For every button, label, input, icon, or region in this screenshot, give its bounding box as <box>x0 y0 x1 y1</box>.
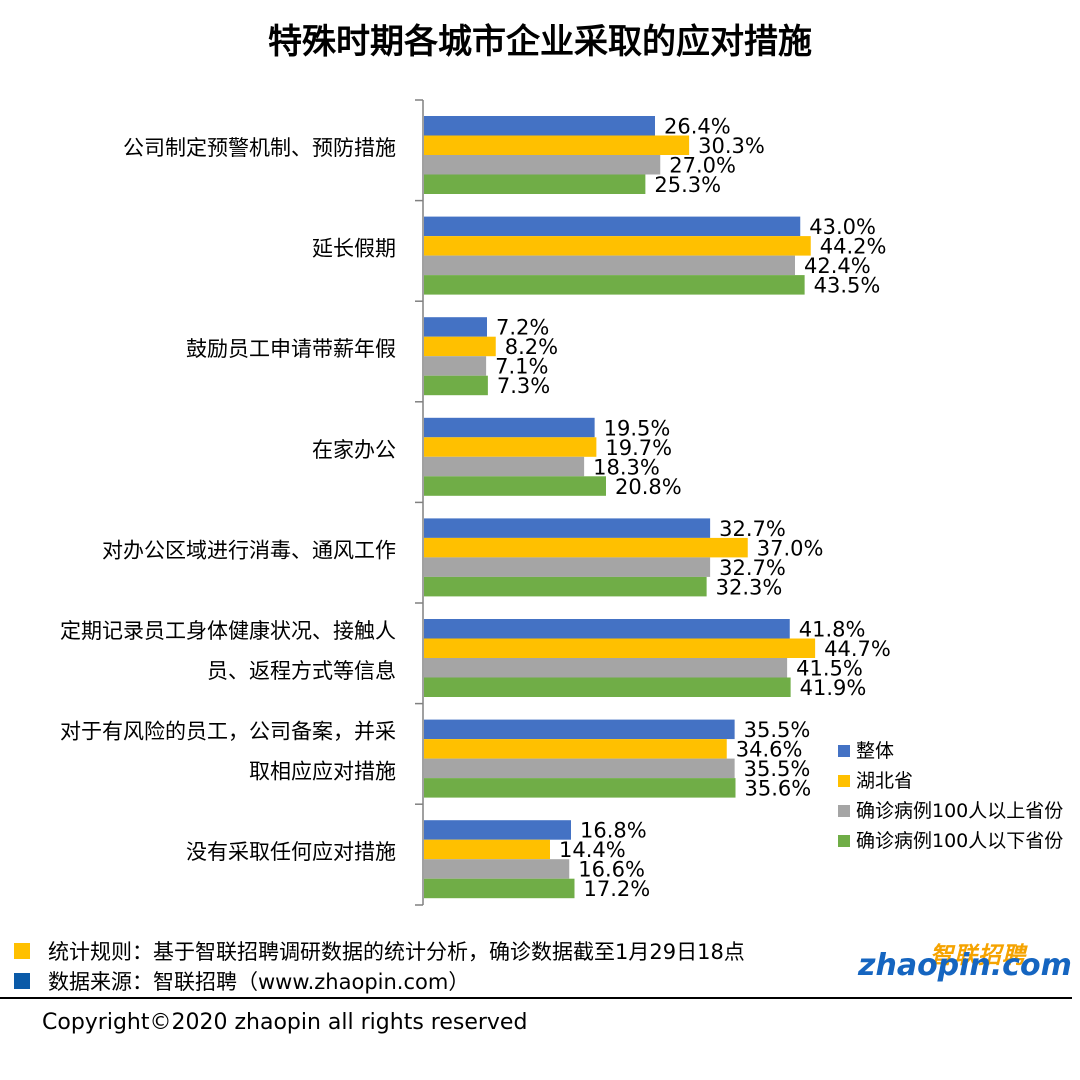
footnote-source-marker <box>14 973 30 989</box>
data-label: 17.2% <box>584 877 651 901</box>
bar <box>424 518 711 538</box>
data-label: 8.2% <box>505 335 558 359</box>
bar <box>424 174 646 194</box>
legend-entry: 湖北省 <box>856 770 913 792</box>
data-label: 16.8% <box>580 819 647 843</box>
data-label: 16.6% <box>578 858 645 882</box>
bar <box>424 719 735 740</box>
bar <box>424 417 595 438</box>
bar <box>424 155 661 175</box>
bar <box>424 658 788 678</box>
data-label: 34.6% <box>736 738 803 762</box>
bar <box>424 878 575 899</box>
bar <box>424 839 550 860</box>
bar <box>424 859 570 879</box>
bar <box>424 317 487 337</box>
data-label: 41.9% <box>800 676 867 700</box>
data-label: 19.7% <box>605 436 672 460</box>
data-label: 35.5% <box>744 718 811 742</box>
footnote-source-text: 数据来源：智联招聘（www.zhaopin.com） <box>48 970 470 994</box>
bar <box>424 375 488 396</box>
legend-swatch <box>838 835 850 847</box>
category-label: 取相应应对措施 <box>249 760 396 784</box>
data-label: 35.5% <box>744 757 811 781</box>
data-label: 25.3% <box>654 173 721 197</box>
bar-chart: 公司制定预警机制、预防措施 26.4%30.3%27.0%25.3% 延长假期 43.… <box>60 99 1063 906</box>
category-label: 没有采取任何应对措施 <box>186 840 396 864</box>
data-label: 19.5% <box>604 416 671 440</box>
data-label: 41.8% <box>799 618 866 642</box>
bar <box>424 576 707 597</box>
bar <box>424 236 811 256</box>
legend-swatch <box>838 775 850 787</box>
data-label: 41.5% <box>796 657 863 681</box>
data-label: 26.4% <box>664 115 731 139</box>
bar <box>424 537 748 558</box>
category-label: 定期记录员工身体健康状况、接触人 <box>60 619 396 643</box>
data-label: 30.3% <box>698 134 765 158</box>
bar <box>424 619 790 639</box>
divider <box>0 997 1072 999</box>
bar <box>424 677 791 697</box>
bar <box>424 820 571 840</box>
legend-entry: 确诊病例100人以下省份 <box>856 830 1063 852</box>
bar <box>424 557 711 577</box>
footnote-rule: 统计规则：基于智联招聘调研数据的统计分析，确诊数据截至1月29日18点 <box>14 936 745 966</box>
footnote-rule-marker <box>14 943 30 959</box>
bar <box>424 437 597 457</box>
logo-cn-text: 智联招聘 <box>930 943 1026 969</box>
data-label: 43.0% <box>809 215 876 239</box>
bar <box>424 275 805 295</box>
data-label: 7.2% <box>496 316 549 340</box>
data-label: 14.4% <box>559 838 626 862</box>
legend-swatch <box>838 745 850 757</box>
footnote-source: 数据来源：智联招聘（www.zhaopin.com） <box>14 966 469 996</box>
zhaopin-logo: 智联招聘 zhaopin.com <box>858 936 1072 983</box>
data-label: 37.0% <box>757 536 824 560</box>
logo-en-text: zhaopin.com <box>858 948 1072 983</box>
bar <box>424 216 801 237</box>
bar <box>424 476 606 496</box>
bar <box>424 778 736 798</box>
category-label: 延长假期 <box>312 237 396 261</box>
category-label: 员、返程方式等信息 <box>207 659 396 683</box>
data-label: 27.0% <box>669 154 736 178</box>
bar <box>424 758 735 779</box>
data-label: 7.3% <box>497 374 550 398</box>
data-label: 32.7% <box>719 556 786 580</box>
legend-entry: 确诊病例100人以上省份 <box>856 800 1063 822</box>
legend-swatch <box>838 805 850 817</box>
data-label: 43.5% <box>814 274 881 298</box>
category-label: 对于有风险的员工，公司备案，并采 <box>60 720 396 744</box>
bar <box>424 739 727 759</box>
category-label: 鼓励员工申请带薪年假 <box>186 337 396 361</box>
data-label: 44.7% <box>824 637 891 661</box>
copyright: Copyright©2020 zhaopin all rights reserv… <box>42 1010 528 1035</box>
data-label: 18.3% <box>593 455 660 479</box>
bar <box>424 135 690 155</box>
bar <box>424 356 487 376</box>
chart-title: 特殊时期各城市企业采取的应对措施 <box>268 22 812 62</box>
bar <box>424 336 496 357</box>
footnote-rule-text: 统计规则：基于智联招聘调研数据的统计分析，确诊数据截至1月29日18点 <box>48 940 745 964</box>
data-label: 7.1% <box>495 355 548 379</box>
data-label: 42.4% <box>804 254 871 278</box>
data-label: 44.2% <box>820 235 887 259</box>
bar <box>424 255 795 276</box>
bar <box>424 638 816 658</box>
data-label: 32.7% <box>719 517 786 541</box>
data-label: 32.3% <box>716 575 783 599</box>
data-label: 35.6% <box>745 777 812 801</box>
bar <box>424 116 655 136</box>
data-label: 20.8% <box>615 475 682 499</box>
category-label: 在家办公 <box>312 438 396 462</box>
bar <box>424 456 585 477</box>
category-label: 公司制定预警机制、预防措施 <box>123 136 396 160</box>
legend-entry: 整体 <box>856 740 894 762</box>
category-label: 对办公区域进行消毒、通风工作 <box>102 538 396 562</box>
